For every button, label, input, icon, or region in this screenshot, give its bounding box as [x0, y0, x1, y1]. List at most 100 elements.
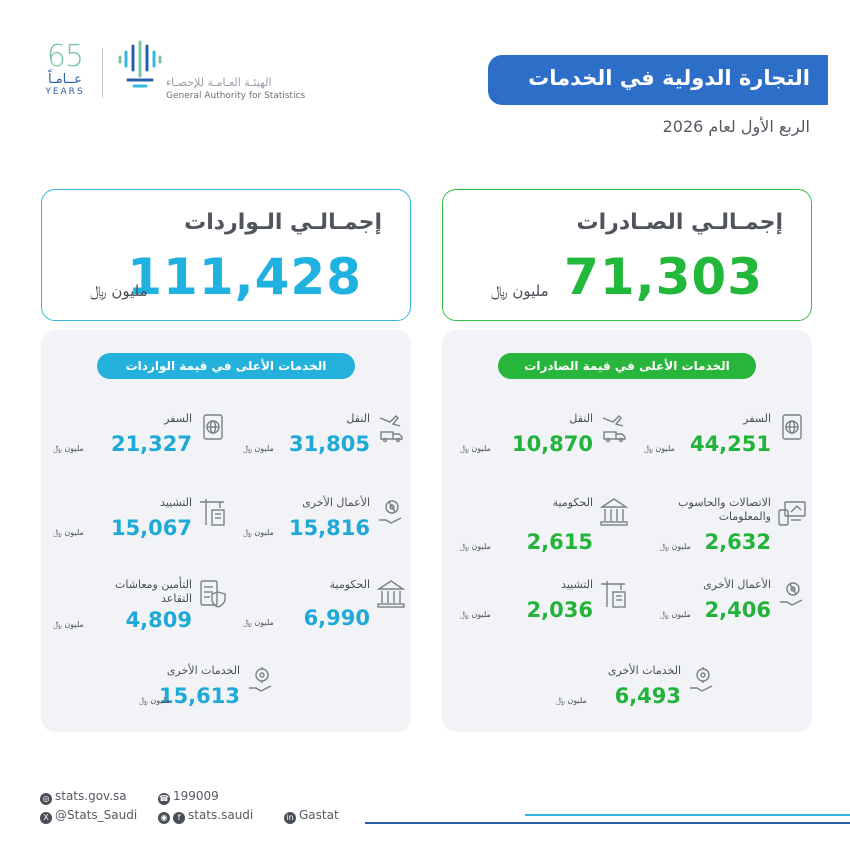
export-item-telecom-name: الاتصالات والحاسوب والمعلومات [678, 496, 771, 523]
construction-crane-icon [601, 581, 626, 608]
business-gear-hand-icon [780, 582, 803, 606]
export-item-other-services-value: 6,493 [614, 684, 681, 708]
globe-icon: ◎ [40, 793, 52, 805]
import-item-government-value: 6,990 [303, 606, 370, 630]
total-exports-value: 71,303 [564, 248, 763, 306]
import-item-insurance-name: التأمين ومعاشات التقاعد [115, 578, 192, 605]
government-building-icon [599, 498, 629, 526]
other-services-icon [690, 667, 713, 692]
export-item-travel-name: السفر [743, 412, 771, 425]
export-item-business-name: الأعمال الأخرى [703, 578, 771, 591]
import-item-government-name: الحكومية [329, 578, 370, 591]
import-item-travel: السفر 21,327 مليون ﷼ [53, 412, 228, 472]
imports-panel: الخدمات الأعلى في قيمة الواردات النقل 31… [41, 330, 411, 732]
import-item-other-services-unit: مليون ﷼ [139, 696, 170, 705]
import-item-other-services-name: الخدمات الأخرى [166, 664, 240, 677]
total-imports-label: إجمـالـي الـواردات [184, 210, 382, 235]
footer-phone-text: 199009 [173, 789, 219, 803]
import-item-other-services-value: 15,613 [158, 684, 240, 708]
export-item-government-name: الحكومية [552, 496, 593, 509]
export-item-government-value: 2,615 [526, 530, 593, 554]
footer-linkedin[interactable]: in Gastat [284, 808, 339, 824]
import-item-insurance-unit: مليون ﷼ [53, 620, 84, 629]
footer-social[interactable]: ◉ f stats.saudi [158, 808, 253, 824]
export-item-telecom: الاتصالات والحاسوب والمعلومات 2,632 مليو… [632, 496, 807, 556]
footer-accent-line-cyan [525, 814, 850, 816]
business-gear-hand-icon [379, 500, 402, 524]
org-name: الهيئـة العـامـة للإحصـاء General Author… [166, 76, 306, 102]
gastat-logo-icon [118, 40, 162, 88]
phone-icon: ☎ [158, 793, 170, 805]
import-item-government: الحكومية 6,990 مليون ﷼ [231, 578, 406, 638]
insurance-shield-icon [200, 580, 226, 608]
facebook-icon: f [173, 812, 185, 824]
passport-globe-icon [782, 414, 802, 440]
export-item-business: الأعمال الأخرى 2,406 مليون ﷼ [632, 578, 807, 638]
imports-panel-heading: الخدمات الأعلى في قيمة الواردات [97, 353, 355, 379]
import-item-business-value: 15,816 [288, 516, 370, 540]
total-imports-card: إجمـالـي الـواردات 111,428 مليون ﷼ [41, 189, 411, 321]
import-item-business: الأعمال الأخرى 15,816 مليون ﷼ [231, 496, 406, 556]
x-logo-icon: X [40, 812, 52, 824]
export-item-business-value: 2,406 [704, 598, 771, 622]
import-item-construction-value: 15,067 [110, 516, 192, 540]
logo-divider [102, 48, 103, 98]
import-item-travel-unit: مليون ﷼ [53, 444, 84, 453]
export-item-transport: النقل 10,870 مليون ﷼ [454, 412, 629, 472]
import-item-transport-value: 31,805 [288, 432, 370, 456]
export-item-telecom-value: 2,632 [704, 530, 771, 554]
export-item-government-unit: مليون ﷼ [460, 542, 491, 551]
other-services-icon [249, 667, 272, 692]
export-item-telecom-unit: مليون ﷼ [660, 542, 691, 551]
exports-panel-heading: الخدمات الأعلى في قيمة الصادرات [498, 353, 756, 379]
import-item-construction: التشييد 15,067 مليون ﷼ [53, 496, 228, 556]
export-item-business-unit: مليون ﷼ [660, 610, 691, 619]
government-building-icon [376, 580, 406, 608]
total-imports-unit: مليون ﷼ [90, 282, 148, 300]
export-item-other-services-name: الخدمات الأخرى [607, 664, 681, 677]
footer-social-text: stats.saudi [188, 808, 254, 822]
anniversary-logo: 65 عــامـاً YEARS [40, 42, 90, 104]
export-item-travel-value: 44,251 [689, 432, 771, 456]
export-item-construction-unit: مليون ﷼ [460, 610, 491, 619]
export-item-transport-unit: مليون ﷼ [460, 444, 491, 453]
total-exports-label: إجمـالـي الصـادرات [576, 210, 784, 235]
export-item-other-services: الخدمات الأخرى 6,493 مليون ﷼ [542, 664, 717, 724]
import-item-transport-name: النقل [346, 412, 370, 425]
import-item-transport-unit: مليون ﷼ [243, 444, 274, 453]
export-item-construction-name: التشييد [561, 578, 593, 591]
exports-panel: الخدمات الأعلى في قيمة الصادرات السفر 44… [442, 330, 812, 732]
transport-icon [602, 415, 626, 443]
page-subtitle: الربع الأول لعام 2026 [662, 117, 810, 136]
export-item-construction-value: 2,036 [526, 598, 593, 622]
anniversary-ar: عــامـاً [47, 72, 83, 87]
import-item-insurance: التأمين ومعاشات التقاعد 4,809 مليون ﷼ [53, 578, 228, 638]
anniversary-number: 65 [46, 39, 84, 74]
footer-website[interactable]: ◎ stats.gov.sa [40, 789, 127, 805]
import-item-other-services: الخدمات الأخرى 15,613 مليون ﷼ [101, 664, 276, 724]
total-imports-value: 111,428 [127, 248, 362, 306]
construction-crane-icon [200, 499, 225, 526]
footer-accent-line-blue [365, 822, 850, 824]
footer-x-handle[interactable]: X @Stats_Saudi [40, 808, 137, 824]
passport-globe-icon [203, 414, 223, 440]
import-item-government-unit: مليون ﷼ [243, 618, 274, 627]
import-item-transport: النقل 31,805 مليون ﷼ [231, 412, 406, 472]
import-item-travel-name: السفر [164, 412, 192, 425]
import-item-insurance-value: 4,809 [125, 608, 192, 632]
footer-x-text: @Stats_Saudi [55, 808, 138, 822]
export-item-travel: السفر 44,251 مليون ﷼ [632, 412, 807, 472]
total-exports-card: إجمـالـي الصـادرات 71,303 مليون ﷼ [442, 189, 812, 321]
import-item-business-unit: مليون ﷼ [243, 528, 274, 537]
instagram-icon: ◉ [158, 812, 170, 824]
export-item-transport-value: 10,870 [511, 432, 593, 456]
org-name-en: General Authority for Statistics [166, 91, 306, 101]
total-exports-unit: مليون ﷼ [491, 282, 549, 300]
linkedin-icon: in [284, 812, 296, 824]
export-item-travel-unit: مليون ﷼ [644, 444, 675, 453]
footer-phone[interactable]: ☎ 199009 [158, 789, 219, 805]
import-item-construction-unit: مليون ﷼ [53, 528, 84, 537]
page-title: التجارة الدولية في الخدمات [488, 55, 828, 105]
footer-website-text: stats.gov.sa [55, 789, 127, 803]
export-item-other-services-unit: مليون ﷼ [556, 696, 587, 705]
